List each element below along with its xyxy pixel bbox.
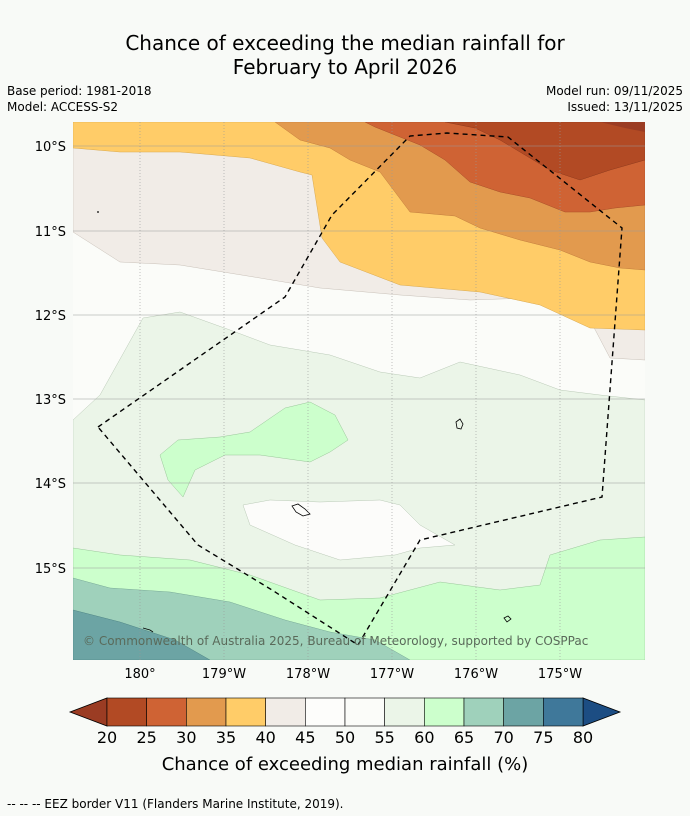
colorbar-cell: [186, 697, 227, 727]
meta-left: Base period: 1981-2018 Model: ACCESS-S2: [7, 83, 152, 115]
eez-footnote: -- -- -- EEZ border V11 (Flanders Marine…: [7, 797, 344, 811]
colorbar-cell: [463, 697, 504, 727]
colorbar-high-arrow: [582, 697, 622, 727]
colorbar-cell: [265, 697, 306, 727]
colorbar-cell: [146, 697, 187, 727]
title-line-1: Chance of exceeding the median rainfall …: [125, 31, 565, 55]
lat-label: 14°S: [35, 477, 66, 492]
lon-label: 179°W: [202, 667, 246, 682]
lon-label: 175°W: [538, 667, 582, 682]
colorbar-tick-label: 20: [97, 728, 117, 747]
lat-label: 13°S: [35, 393, 66, 408]
meta-right: Model run: 09/11/2025 Issued: 13/11/2025: [546, 83, 683, 115]
band-50-55-blob: [242, 499, 456, 561]
band-60-65-blob: [159, 401, 349, 498]
lon-label: 177°W: [370, 667, 414, 682]
island-outline-3: [503, 615, 512, 623]
island-dot: [97, 211, 99, 213]
colorbar-cell: [344, 697, 385, 727]
colorbar-tick-label: 30: [176, 728, 196, 747]
eez-border: [96, 132, 623, 646]
colorbar-tick-label: 25: [136, 728, 156, 747]
colorbar-cell: [225, 697, 266, 727]
band-20-25: [600, 122, 645, 132]
map-title: Chance of exceeding the median rainfall …: [0, 31, 690, 79]
lat-label: 12°S: [35, 309, 66, 324]
colorbar-cell: [106, 697, 147, 727]
colorbar-title: Chance of exceeding median rainfall (%): [162, 754, 529, 775]
colorbar-cell: [305, 697, 346, 727]
island-outline-1: [455, 418, 464, 430]
colorbar-tick-label: 70: [493, 728, 513, 747]
colorbar-tick-label: 35: [216, 728, 236, 747]
lat-label: 10°S: [35, 140, 66, 155]
band-25-30: [444, 122, 645, 181]
lat-label: 15°S: [35, 562, 66, 577]
colorbar-tick-label: 55: [374, 728, 394, 747]
band-70-75: [73, 609, 211, 660]
colorbar-tick-label: 40: [255, 728, 275, 747]
gridlines: [73, 122, 645, 660]
colorbar-low-arrow: [68, 697, 108, 727]
lon-label: 178°W: [286, 667, 330, 682]
colorbar: 20 25 30 35 40 45 50 55 60 65 70 75 80 Chance of exc…: [68, 697, 622, 775]
colorbar-cell: [424, 697, 465, 727]
colorbar-tick-label: 50: [335, 728, 355, 747]
rainfall-probability-map: [73, 122, 645, 660]
lon-label: 176°W: [454, 667, 498, 682]
title-line-2: February to April 2026: [232, 55, 458, 79]
colorbar-tick-label: 65: [454, 728, 474, 747]
colorbar-cell: [543, 697, 584, 727]
base-period: Base period: 1981-2018: [7, 84, 152, 98]
model-run: Model run: 09/11/2025: [545, 84, 683, 98]
colorbar-tick-label: 45: [295, 728, 315, 747]
latitude-labels: 10°S 11°S 12°S 13°S 14°S 15°S: [35, 140, 66, 577]
lon-label: 180°: [124, 667, 155, 682]
colorbar-cell: [384, 697, 425, 727]
island-outline-4: [142, 627, 154, 633]
lat-label: 11°S: [35, 225, 66, 240]
colorbar-cell: [503, 697, 544, 727]
island-outline-2: [291, 503, 311, 517]
longitude-labels: 180° 179°W 178°W 177°W 176°W 175°W: [124, 667, 582, 682]
colorbar-tick-label: 60: [414, 728, 434, 747]
model-name: Model: ACCESS-S2: [7, 100, 119, 114]
copyright-text: © Commonwealth of Australia 2025, Bureau…: [83, 634, 588, 648]
colorbar-tick-label: 75: [533, 728, 553, 747]
issued-date: Issued: 13/11/2025: [567, 100, 683, 114]
colorbar-tick-label: 80: [573, 728, 593, 747]
